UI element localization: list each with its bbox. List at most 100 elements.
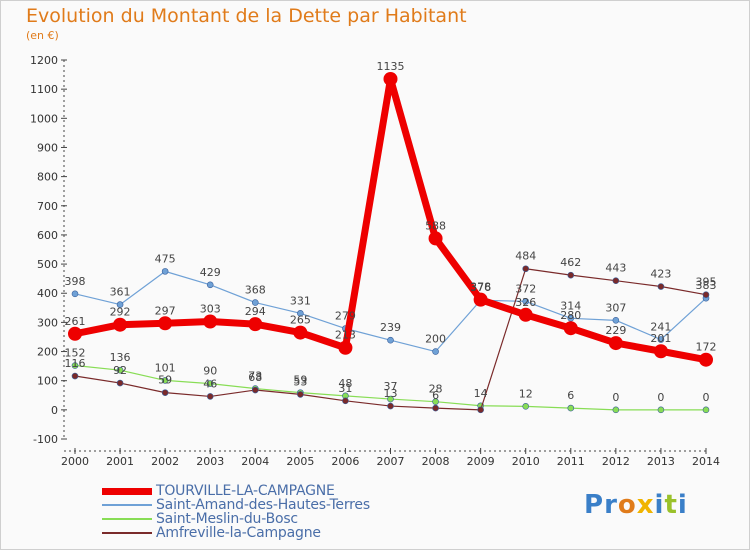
- proxiti-logo: Proxiti: [584, 490, 688, 520]
- legend-item: Saint-Meslin-du-Bosc: [102, 512, 370, 526]
- data-point: [161, 377, 169, 384]
- data-point: [71, 372, 79, 380]
- data-label: 59: [158, 374, 172, 387]
- logo-letter: i: [677, 490, 688, 520]
- data-label: 398: [65, 275, 86, 288]
- data-label: 53: [293, 375, 307, 388]
- data-label: 331: [290, 294, 311, 307]
- data-label: 261: [65, 315, 86, 328]
- data-label: 101: [155, 361, 176, 374]
- data-label: 46: [203, 377, 217, 390]
- data-label: 152: [65, 347, 86, 360]
- data-label: 462: [560, 256, 581, 269]
- series-saint-meslin-du-bosc: [71, 362, 710, 414]
- x-tick-label: 2011: [557, 455, 585, 468]
- x-tick-label: 2008: [422, 455, 450, 468]
- data-point: [68, 326, 82, 341]
- data-label: 423: [650, 268, 671, 281]
- data-point: [612, 317, 620, 324]
- data-point: [387, 402, 394, 410]
- y-tick-label: 600: [37, 229, 58, 242]
- data-label: 297: [155, 304, 176, 317]
- data-point: [653, 344, 668, 359]
- data-point: [657, 406, 665, 414]
- x-tick-label: 2005: [286, 455, 314, 468]
- data-point: [297, 310, 304, 317]
- data-label: 213: [335, 329, 356, 342]
- y-tick-label: 0: [51, 404, 58, 417]
- data-point: [71, 290, 79, 298]
- logo-letter: i: [654, 490, 665, 520]
- y-tick-label: 1000: [30, 112, 58, 125]
- y-tick-label: 200: [37, 346, 58, 359]
- data-label: 6: [432, 389, 439, 402]
- data-point: [387, 395, 394, 403]
- legend-item: TOURVILLE-LA-CAMPAGNE: [102, 484, 370, 498]
- data-label: 361: [110, 286, 131, 299]
- y-tick-label: 800: [37, 171, 58, 184]
- data-label: 37: [384, 380, 398, 393]
- data-point: [71, 362, 79, 369]
- data-label: 239: [380, 321, 401, 334]
- data-point: [297, 391, 304, 398]
- data-label: 12: [519, 387, 533, 400]
- data-label: 31: [338, 382, 352, 395]
- data-point: [518, 307, 533, 322]
- data-point: [116, 379, 124, 387]
- y-tick-label: 500: [37, 258, 58, 271]
- data-label: 378: [470, 281, 491, 294]
- chart-legend: TOURVILLE-LA-CAMPAGNE Saint-Amand-des-Hau…: [102, 484, 370, 540]
- x-tick-label: 2013: [647, 455, 675, 468]
- data-label: 200: [425, 333, 446, 346]
- data-label: 383: [696, 279, 717, 292]
- x-tick-label: 2000: [61, 455, 89, 468]
- data-point: [567, 271, 575, 279]
- legend-item: Amfreville-la-Campagne: [102, 526, 370, 540]
- data-label: 0: [657, 391, 664, 404]
- x-tick-label: 2002: [151, 455, 179, 468]
- data-label: 443: [605, 262, 626, 275]
- data-label: 0: [703, 391, 710, 404]
- data-label: 14: [474, 387, 488, 400]
- data-label: 395: [696, 276, 717, 289]
- data-point: [567, 404, 575, 412]
- data-label: 372: [515, 282, 536, 295]
- data-label: 303: [200, 303, 221, 316]
- data-point: [203, 314, 218, 329]
- data-point: [206, 281, 214, 289]
- data-point: [116, 366, 124, 374]
- logo-letter: P: [584, 490, 605, 520]
- data-label: 280: [560, 309, 581, 322]
- legend-swatch: [102, 518, 152, 520]
- data-point: [563, 321, 578, 336]
- legend-label: Saint-Meslin-du-Bosc: [156, 511, 298, 527]
- data-label: 28: [429, 383, 443, 396]
- data-point: [432, 404, 439, 412]
- data-label: 1135: [377, 60, 405, 73]
- x-tick-label: 2003: [196, 455, 224, 468]
- x-tick-label: 2006: [331, 455, 359, 468]
- data-label: 314: [560, 299, 581, 312]
- data-point: [702, 406, 710, 414]
- data-label: 59: [293, 374, 307, 387]
- data-point: [522, 403, 530, 410]
- data-label: 13: [384, 387, 398, 400]
- data-label: 279: [335, 310, 356, 323]
- data-point: [699, 352, 713, 367]
- data-point: [161, 389, 169, 396]
- data-label: 92: [113, 364, 127, 377]
- data-label: 292: [110, 306, 131, 319]
- data-point: [383, 71, 398, 86]
- data-point: [251, 299, 259, 306]
- data-label: 265: [290, 314, 311, 327]
- data-point: [477, 406, 484, 414]
- data-label: 588: [425, 219, 446, 232]
- data-point: [206, 393, 214, 400]
- y-tick-label: 900: [37, 141, 58, 154]
- legend-label: TOURVILLE-LA-CAMPAGNE: [156, 483, 335, 499]
- chart-unit: (en €): [26, 29, 59, 42]
- data-point: [206, 380, 214, 387]
- data-point: [338, 340, 353, 355]
